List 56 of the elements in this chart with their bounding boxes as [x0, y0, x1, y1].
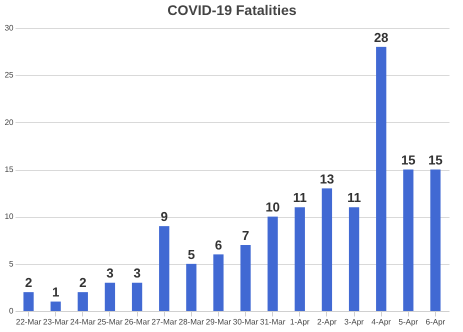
- data-label: 7: [242, 228, 250, 243]
- bar: [186, 264, 196, 311]
- x-tick-label: 28-Mar: [178, 318, 204, 326]
- data-label: 6: [214, 237, 222, 252]
- x-tick-label: 6-Apr: [426, 318, 446, 326]
- x-tick-label: 25-Mar: [97, 318, 123, 326]
- x-tick-label: 24-Mar: [70, 318, 96, 326]
- y-tick-label: 10: [4, 212, 14, 222]
- bar: [132, 282, 142, 311]
- bar: [294, 207, 305, 311]
- x-tick-label: 27-Mar: [152, 318, 178, 326]
- bar: [348, 207, 360, 311]
- x-tick-label: 30-Mar: [232, 318, 259, 326]
- y-tick-label: 30: [4, 24, 14, 32]
- data-label: 10: [265, 200, 280, 215]
- chart-title: COVID-19 Fatalities: [167, 2, 297, 18]
- x-tick-label: 31-Mar: [260, 318, 286, 326]
- data-label: 11: [347, 190, 361, 206]
- y-tick-label: 15: [4, 165, 14, 174]
- data-label: 5: [188, 246, 195, 262]
- bar: [23, 292, 34, 311]
- data-label: 11: [292, 190, 307, 206]
- bar: [104, 282, 116, 311]
- bar: [430, 170, 441, 311]
- x-tick-label: 4-Apr: [371, 318, 392, 326]
- y-tick-label: 25: [4, 70, 14, 80]
- data-label: 13: [320, 171, 334, 186]
- bar: [322, 188, 332, 311]
- y-tick-label: 20: [4, 118, 14, 127]
- bar: [78, 292, 88, 311]
- data-label: 3: [133, 266, 141, 281]
- bar: [159, 226, 170, 311]
- y-tick-label: 0: [9, 306, 14, 316]
- data-label: 15: [401, 152, 416, 168]
- x-tick-label: 3-Apr: [344, 318, 364, 326]
- x-tick-label: 23-Mar: [43, 318, 69, 326]
- x-tick-label: 22-Mar: [16, 318, 42, 326]
- data-label: 9: [160, 209, 168, 224]
- bar: [50, 302, 61, 311]
- x-tick-label: 5-Apr: [398, 318, 418, 326]
- data-label: 3: [106, 266, 114, 281]
- data-label: 15: [428, 152, 443, 168]
- data-label: 1: [52, 284, 60, 300]
- y-tick-label: 5: [9, 259, 14, 268]
- x-tick-label: 1-Apr: [290, 318, 310, 326]
- data-label: 2: [24, 275, 32, 290]
- bar: [240, 244, 251, 311]
- bar: [268, 216, 278, 311]
- data-label: 28: [374, 30, 388, 45]
- bar: [376, 46, 386, 311]
- bar: [403, 170, 414, 311]
- x-tick-label: 2-Apr: [317, 318, 338, 326]
- x-tick-label: 29-Mar: [206, 318, 232, 326]
- data-label: 2: [79, 275, 86, 290]
- x-tick-label: 26-Mar: [124, 318, 150, 326]
- bar: [213, 254, 224, 311]
